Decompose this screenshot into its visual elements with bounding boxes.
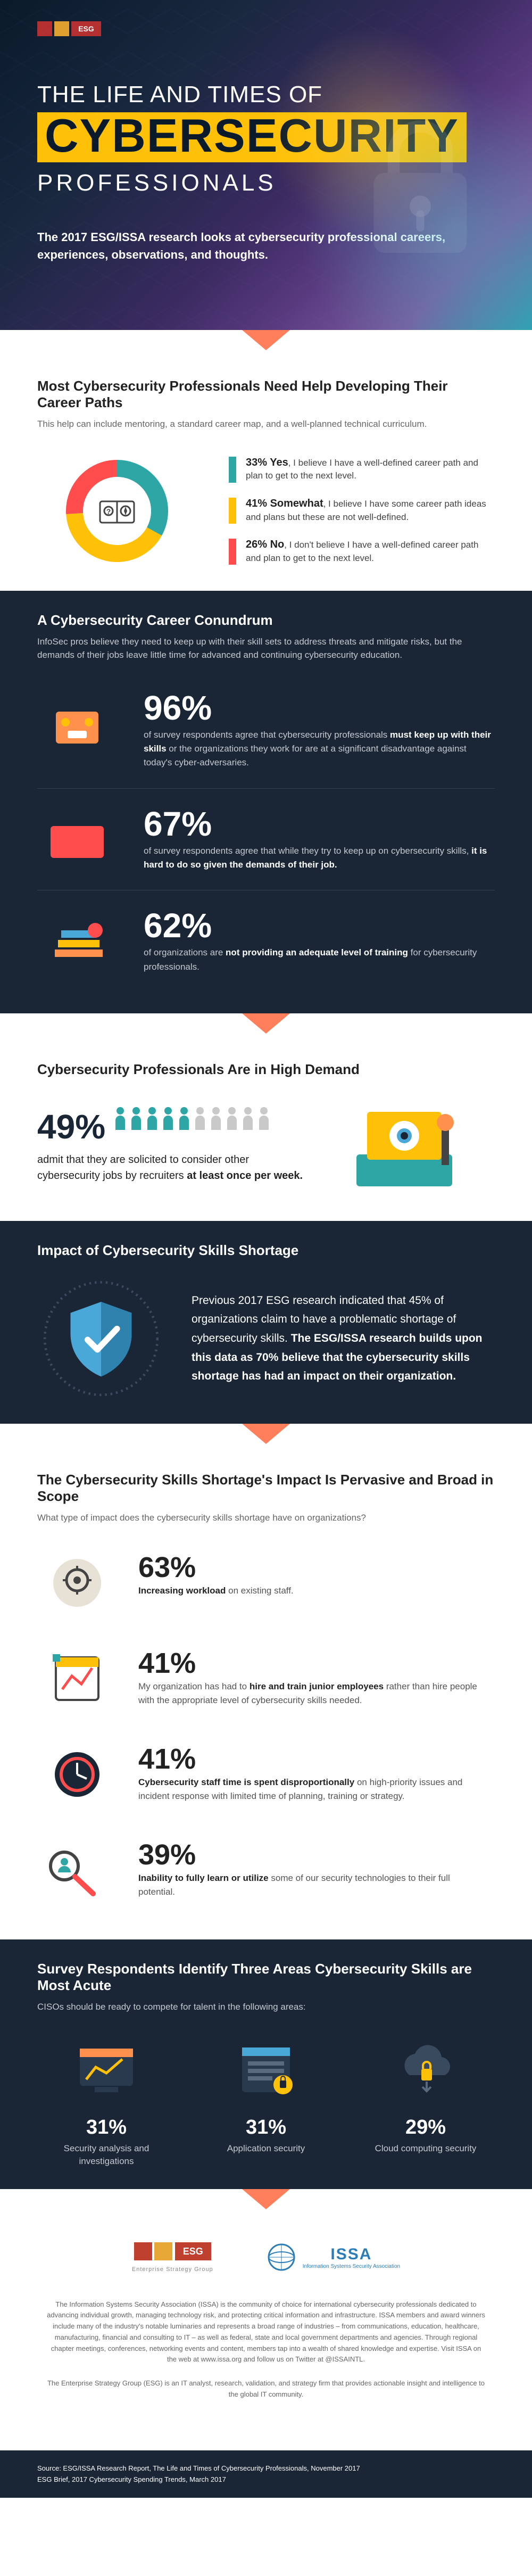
stat-icon (37, 810, 117, 869)
pervasive-item: 63%Increasing workload on existing staff… (37, 1535, 495, 1631)
career-item: 41% Somewhat, I believe I have some care… (229, 498, 495, 524)
three-areas-col: 31%Application security (197, 2035, 335, 2168)
area-icon (61, 2035, 152, 2104)
career-item: 26% No, I don't believe I have a well-de… (229, 539, 495, 565)
stat-icon (37, 912, 117, 971)
conundrum-stat: 96% of survey respondents agree that cyb… (37, 673, 495, 788)
chevron-down-icon (242, 1424, 290, 1450)
impact-title: Impact of Cybersecurity Skills Shortage (37, 1242, 495, 1259)
career-donut-chart: ? (37, 452, 197, 569)
person-icon (257, 1107, 272, 1131)
pervasive-icon (37, 1647, 117, 1711)
section-career-paths: Most Cybersecurity Professionals Need He… (0, 357, 532, 591)
chevron-down-icon (242, 2189, 290, 2216)
career-title: Most Cybersecurity Professionals Need He… (37, 378, 495, 411)
three-areas-col: 29%Cloud computing security (356, 2035, 495, 2168)
pervasive-item: 41%Cybersecurity staff time is spent dis… (37, 1727, 495, 1822)
three-areas-subtitle: CISOs should be ready to compete for tal… (37, 2000, 495, 2014)
stat-icon (37, 701, 117, 759)
chevron-down-icon (242, 1013, 290, 1040)
person-icon (225, 1107, 240, 1131)
conundrum-subtitle: InfoSec pros believe they need to keep u… (37, 635, 495, 662)
chevron-divider (0, 2189, 532, 2216)
career-subtitle: This help can include mentoring, a stand… (37, 417, 495, 431)
three-areas-col: 31%Security analysis and investigations (37, 2035, 176, 2168)
issa-logo: ISSA Information Systems Security Associ… (267, 2242, 400, 2272)
esg-logo-footer: ESG Enterprise Strategy Group (132, 2242, 213, 2273)
conundrum-stat: 62% of organizations are not providing a… (37, 890, 495, 992)
impact-text: Previous 2017 ESG research indicated tha… (192, 1291, 495, 1386)
footer-para-2: The Enterprise Strategy Group (ESG) is a… (45, 2378, 487, 2400)
section-pervasive: The Cybersecurity Skills Shortage's Impa… (0, 1450, 532, 1940)
section-high-demand: Cybersecurity Professionals Are in High … (0, 1040, 532, 1221)
person-icon (161, 1107, 176, 1131)
source-bar: Source: ESG/ISSA Research Report, The Li… (0, 2450, 532, 2498)
conundrum-title: A Cybersecurity Career Conundrum (37, 612, 495, 629)
area-icon (380, 2035, 471, 2104)
career-item: 33% Yes, I believe I have a well-defined… (229, 457, 495, 483)
people-icons (113, 1107, 272, 1131)
footer: ESG Enterprise Strategy Group ISSA Infor… (0, 2216, 532, 2450)
chevron-divider (0, 330, 532, 357)
pervasive-subtitle: What type of impact does the cybersecuri… (37, 1511, 495, 1525)
shield-icon (37, 1275, 165, 1402)
three-areas-title: Survey Respondents Identify Three Areas … (37, 1961, 495, 1994)
pervasive-title: The Cybersecurity Skills Shortage's Impa… (37, 1472, 495, 1505)
demand-pct: 49% (37, 1108, 105, 1146)
section-impact: Impact of Cybersecurity Skills Shortage … (0, 1221, 532, 1424)
person-icon (129, 1107, 144, 1131)
pervasive-item: 41%My organization has had to hire and t… (37, 1631, 495, 1727)
person-icon (113, 1107, 128, 1131)
person-icon (145, 1107, 160, 1131)
pervasive-icon (37, 1551, 117, 1615)
conundrum-stat: 67% of survey respondents agree that whi… (37, 788, 495, 890)
hero: ESG THE LIFE AND TIMES OF CYBERSECURITY … (0, 0, 532, 330)
person-icon (241, 1107, 256, 1131)
person-icon (193, 1107, 208, 1131)
person-icon (177, 1107, 192, 1131)
pervasive-icon (37, 1743, 117, 1806)
demand-text: admit that they are solicited to conside… (37, 1152, 309, 1184)
recruiter-illustration (335, 1091, 495, 1200)
footer-para-1: The Information Systems Security Associa… (45, 2299, 487, 2366)
chevron-divider (0, 1424, 532, 1450)
pervasive-icon (37, 1838, 117, 1902)
demand-title: Cybersecurity Professionals Are in High … (37, 1061, 495, 1078)
chevron-divider (0, 1013, 532, 1040)
area-icon (221, 2035, 311, 2104)
lock-icon (351, 106, 489, 266)
section-three-areas: Survey Respondents Identify Three Areas … (0, 1939, 532, 2189)
person-icon (209, 1107, 224, 1131)
section-conundrum: A Cybersecurity Career Conundrum InfoSec… (0, 591, 532, 1013)
svg-text:?: ? (106, 507, 111, 516)
chevron-down-icon (242, 330, 290, 357)
pervasive-item: 39%Inability to fully learn or utilize s… (37, 1822, 495, 1918)
